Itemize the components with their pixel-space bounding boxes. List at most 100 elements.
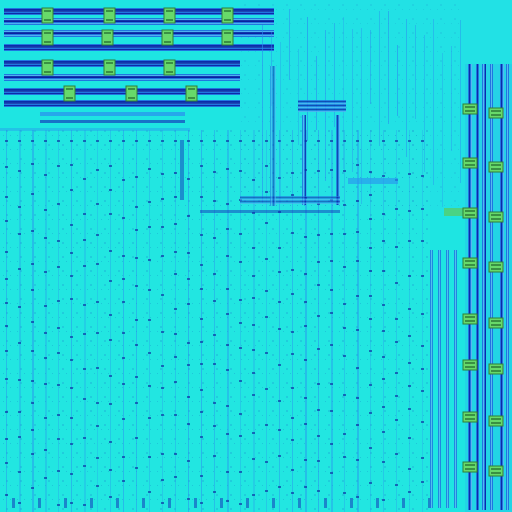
marker-body xyxy=(488,161,504,173)
via xyxy=(70,473,73,475)
upper-pillar xyxy=(302,115,306,205)
upper-block xyxy=(298,100,346,112)
via xyxy=(382,461,385,463)
via xyxy=(291,353,294,355)
via xyxy=(239,435,242,437)
via xyxy=(343,355,346,357)
via xyxy=(18,206,21,208)
marker-body xyxy=(462,461,478,473)
via xyxy=(395,246,398,248)
via xyxy=(44,209,47,211)
via xyxy=(135,140,138,142)
via xyxy=(148,456,151,458)
via xyxy=(31,193,34,195)
via xyxy=(44,305,47,307)
via xyxy=(317,435,320,437)
via xyxy=(57,300,60,302)
via xyxy=(161,294,164,296)
vertical-line xyxy=(318,130,319,512)
via xyxy=(317,409,320,411)
via xyxy=(213,491,216,493)
via xyxy=(18,170,21,172)
via xyxy=(226,369,229,371)
upper-pillar xyxy=(270,66,276,206)
via xyxy=(122,278,125,280)
via xyxy=(5,325,8,327)
cell-marker xyxy=(41,59,54,76)
vertical-line xyxy=(357,130,359,512)
via xyxy=(187,460,190,462)
via xyxy=(382,330,385,332)
via xyxy=(5,411,8,413)
via xyxy=(421,421,424,423)
marker-body xyxy=(488,317,504,329)
via xyxy=(200,363,203,365)
via xyxy=(70,224,73,226)
via xyxy=(239,170,242,172)
via xyxy=(382,356,385,358)
via xyxy=(83,140,86,142)
cell-marker xyxy=(462,207,478,219)
via xyxy=(5,220,8,222)
marker-detail xyxy=(224,32,231,34)
via xyxy=(161,414,164,416)
via xyxy=(278,328,281,330)
via xyxy=(317,460,320,462)
via xyxy=(421,481,424,483)
marker-detail xyxy=(465,214,475,216)
via xyxy=(382,213,385,215)
cell-marker xyxy=(103,7,116,24)
via xyxy=(135,376,138,378)
via xyxy=(408,491,411,493)
via xyxy=(174,172,177,174)
via xyxy=(252,297,255,299)
via xyxy=(395,484,398,486)
line-end xyxy=(116,498,119,508)
marker-detail xyxy=(166,71,173,73)
bus-core xyxy=(4,62,240,64)
via xyxy=(382,499,385,501)
via xyxy=(369,247,372,249)
cell-marker xyxy=(163,59,176,76)
power-rail xyxy=(490,64,493,510)
upper-line xyxy=(289,9,290,80)
right-power-column xyxy=(430,64,512,512)
via xyxy=(239,413,242,415)
via xyxy=(83,437,86,439)
via xyxy=(382,406,385,408)
column-band xyxy=(465,64,512,512)
line-end xyxy=(272,498,275,508)
via xyxy=(317,170,320,172)
upper-pillar xyxy=(180,140,184,200)
via xyxy=(395,140,398,142)
via xyxy=(291,293,294,295)
via xyxy=(31,487,34,489)
upper-line xyxy=(307,17,308,141)
vertical-line xyxy=(123,130,124,512)
via xyxy=(382,270,385,272)
via xyxy=(44,332,47,334)
via xyxy=(148,491,151,493)
power-rail xyxy=(438,250,441,508)
cell-marker xyxy=(462,359,478,371)
upper-segment xyxy=(240,196,340,204)
vertical-line xyxy=(84,130,86,512)
marker-detail xyxy=(128,97,135,99)
upper-line xyxy=(406,19,407,157)
marker-detail xyxy=(44,41,51,43)
marker-detail xyxy=(465,320,475,322)
via xyxy=(109,165,112,167)
via xyxy=(252,372,255,374)
via xyxy=(382,175,385,177)
via xyxy=(161,255,164,257)
via xyxy=(70,336,73,338)
cell-marker xyxy=(163,7,176,24)
via xyxy=(265,424,268,426)
via xyxy=(330,169,333,171)
via xyxy=(200,234,203,236)
vertical-line xyxy=(292,130,293,512)
via xyxy=(421,345,424,347)
via xyxy=(421,140,424,142)
via xyxy=(109,375,112,377)
